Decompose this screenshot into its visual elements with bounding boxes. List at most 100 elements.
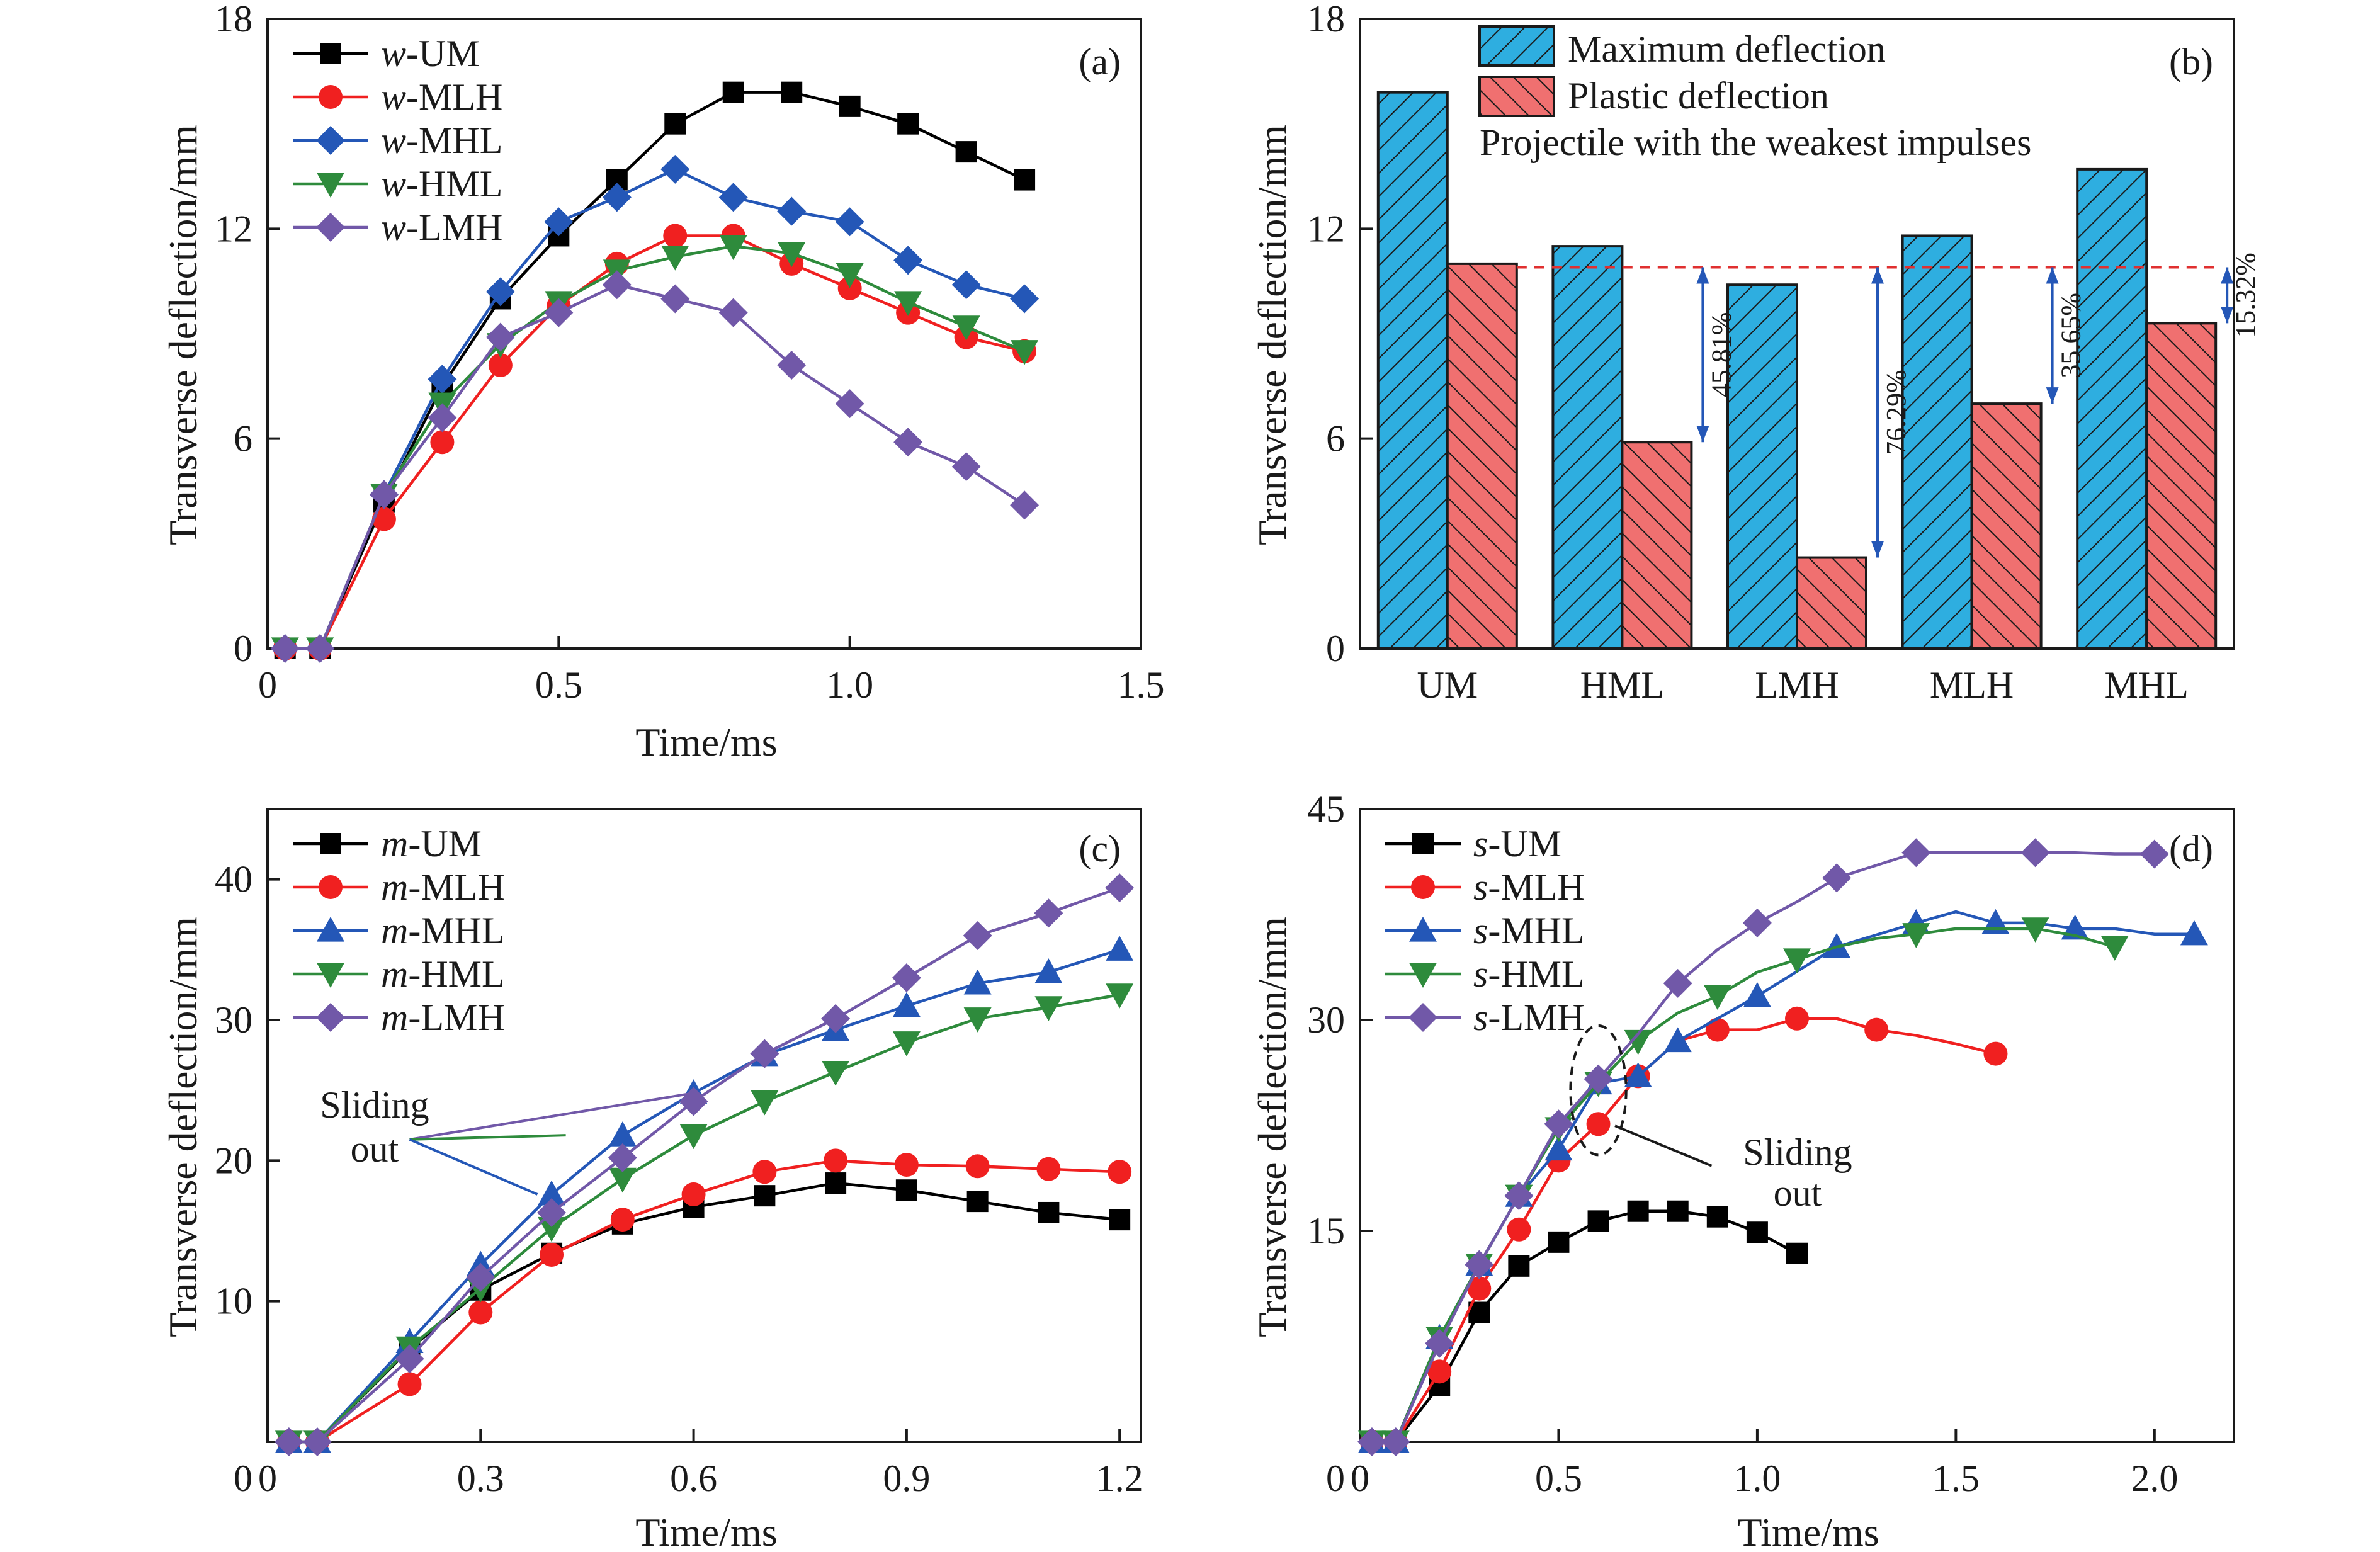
series-d-UM-point xyxy=(1706,1206,1728,1228)
panel-a-ytick-label: 6 xyxy=(234,418,252,460)
panel-b-category-label: MHL xyxy=(2105,664,2189,706)
series-c-UM-point xyxy=(825,1172,847,1194)
legend-d-LMH-prefix: s xyxy=(1473,997,1488,1038)
panel-b-category-label: MLH xyxy=(1930,664,2014,706)
series-d-LMH-point xyxy=(1584,1064,1613,1094)
legend-plastic-swatch xyxy=(1478,76,1555,117)
series-a-LMH-point xyxy=(893,428,923,457)
series-a-LMH-point xyxy=(951,452,981,482)
panel-c-pointer-LMH xyxy=(409,1092,694,1141)
percent-label: 76.29% xyxy=(1881,370,1912,455)
bar-max xyxy=(1901,234,1973,650)
panel-d-ellipse xyxy=(1569,1024,1628,1157)
series-c-LMH-point xyxy=(608,1143,637,1172)
series-a-HML-point xyxy=(952,315,980,341)
series-a-HML-point xyxy=(719,235,747,261)
panel-d-label: (d) xyxy=(2169,828,2213,869)
panel-b-category-label: HML xyxy=(1580,664,1664,706)
series-a-MHL-point xyxy=(428,365,457,394)
legend-max-label: Maximum deflection xyxy=(1568,28,1886,70)
panel-a-xtick-label: 0 xyxy=(258,664,277,706)
legend-a-LMH-name: -LMH xyxy=(406,207,502,248)
series-a-LMH-point xyxy=(602,270,632,300)
bar-max xyxy=(1376,91,1449,650)
series-c-MLH xyxy=(276,1148,1132,1454)
panel-d-xlabel: Time/ms xyxy=(1737,1510,1879,1552)
legend-c-MHL-name: -MHL xyxy=(408,910,504,951)
series-a-LMH-line xyxy=(285,283,1026,650)
legend-c-MLH-label: m-MLH xyxy=(381,866,505,908)
series-a-LMH-point xyxy=(777,351,807,380)
panel-b-plot: 0 6 12 18 UM HML LMH MLH MHL 45.81% 76.29% 35.65% 15… xyxy=(1307,0,2261,706)
series-a-MHL-line xyxy=(285,167,1025,650)
series-d-UM-point xyxy=(1627,1200,1649,1222)
series-c-MLH-point xyxy=(610,1208,635,1232)
series-c-LMH-point xyxy=(1034,898,1063,928)
series-a-LMH-point xyxy=(544,298,574,327)
series-c-MLH-point xyxy=(1036,1157,1061,1181)
panel-c: 0 0.3 0.6 0.9 1.2 10 20 30 40 0 (c) Time/ms Trans… xyxy=(161,808,1143,1552)
series-d-HML-point xyxy=(1703,985,1731,1011)
series-d-UM-line xyxy=(1371,1209,1798,1444)
legend-c-HML-prefix: m xyxy=(381,953,408,995)
legend-d-LMH-marker xyxy=(1408,1003,1437,1032)
series-d-HML-point xyxy=(1624,1029,1652,1055)
series-a-LMH-point xyxy=(428,403,457,433)
panel-c-pointer-MHL xyxy=(409,1138,538,1196)
series-c-MLH-point xyxy=(681,1182,706,1206)
series-c-UM xyxy=(278,1172,1131,1453)
series-c-MLH-point xyxy=(468,1300,493,1325)
bar-plastic xyxy=(1621,441,1693,650)
panel-b-ytick-label: 6 xyxy=(1326,418,1345,460)
series-d-MHL-point xyxy=(1624,1062,1652,1087)
series-d-HML-point xyxy=(1783,948,1811,973)
series-a-UM-point xyxy=(839,95,861,117)
series-a-LMH-point xyxy=(835,389,864,419)
series-c-MHL-point xyxy=(608,1121,637,1147)
legend-d-UM-marker xyxy=(1412,833,1434,854)
panel-d-ytick-label: 45 xyxy=(1307,788,1345,830)
panel-d-plot: 0 0.5 1.0 1.5 2.0 15 30 45 0 xyxy=(1307,788,2235,1499)
panel-a-ytick-label: 18 xyxy=(215,0,252,40)
series-a-HML-point xyxy=(894,291,922,316)
panel-c-ytick-label: 30 xyxy=(215,999,252,1041)
series-a-MLH-point xyxy=(663,224,688,248)
series-c-LMH-point xyxy=(821,1004,851,1033)
panel-c-ytick-label: 10 xyxy=(215,1281,252,1322)
series-c-HML-point xyxy=(1106,983,1134,1009)
series-d-LMH-point xyxy=(1822,863,1852,893)
series-c-HML-point xyxy=(679,1124,708,1150)
panel-d-note-line1: Sliding xyxy=(1743,1131,1852,1173)
series-d-HML-point xyxy=(1902,923,1930,948)
panel-c-note-line2: out xyxy=(351,1128,399,1170)
panel-b-legend: Maximum deflection Plastic deflection Pr… xyxy=(1478,25,2031,163)
series-d-LMH-point xyxy=(1663,968,1692,998)
legend-a-HML-name: -HML xyxy=(406,163,502,205)
arrow-head-top xyxy=(2221,267,2234,284)
series-c-UM-point xyxy=(1038,1201,1060,1223)
series-c-HML-point xyxy=(751,1090,779,1116)
panel-a-xtick-label: 0.5 xyxy=(535,664,582,706)
panel-c-ytick-label: 20 xyxy=(215,1140,252,1181)
series-a-LMH-point xyxy=(660,284,690,314)
panel-d-ytick-label: 15 xyxy=(1307,1210,1345,1252)
legend-max-swatch xyxy=(1478,25,1555,67)
legend-a-HML-label: w-HML xyxy=(381,163,502,205)
legend-a-MHL-marker xyxy=(316,126,345,155)
series-c-MLH-point xyxy=(1108,1160,1132,1184)
series-d-LMH-point xyxy=(1544,1109,1573,1139)
series-c-HML-point xyxy=(1034,996,1063,1021)
series-d-LMH-point xyxy=(1901,838,1931,868)
series-a-UM-point xyxy=(664,113,686,135)
series-d-MLH-point xyxy=(1705,1017,1730,1042)
arrow-head-top xyxy=(1871,267,1884,284)
series-c-LMH xyxy=(274,873,1135,1456)
series-d-UM xyxy=(1361,1200,1808,1453)
panel-d-xtick-label: 2.0 xyxy=(2131,1458,2178,1499)
percent-label: 35.65% xyxy=(2056,293,2087,378)
arrow-head-bottom xyxy=(2221,307,2234,324)
panel-a-xtick-label: 1.0 xyxy=(826,664,873,706)
series-a-MHL-point xyxy=(893,246,923,275)
panel-d-xtick-label: 0 xyxy=(1351,1458,1369,1499)
